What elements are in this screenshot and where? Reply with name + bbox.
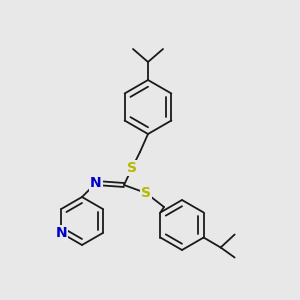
Text: S: S — [141, 186, 151, 200]
Text: N: N — [56, 226, 67, 240]
Text: N: N — [90, 176, 102, 190]
Text: S: S — [127, 161, 137, 175]
